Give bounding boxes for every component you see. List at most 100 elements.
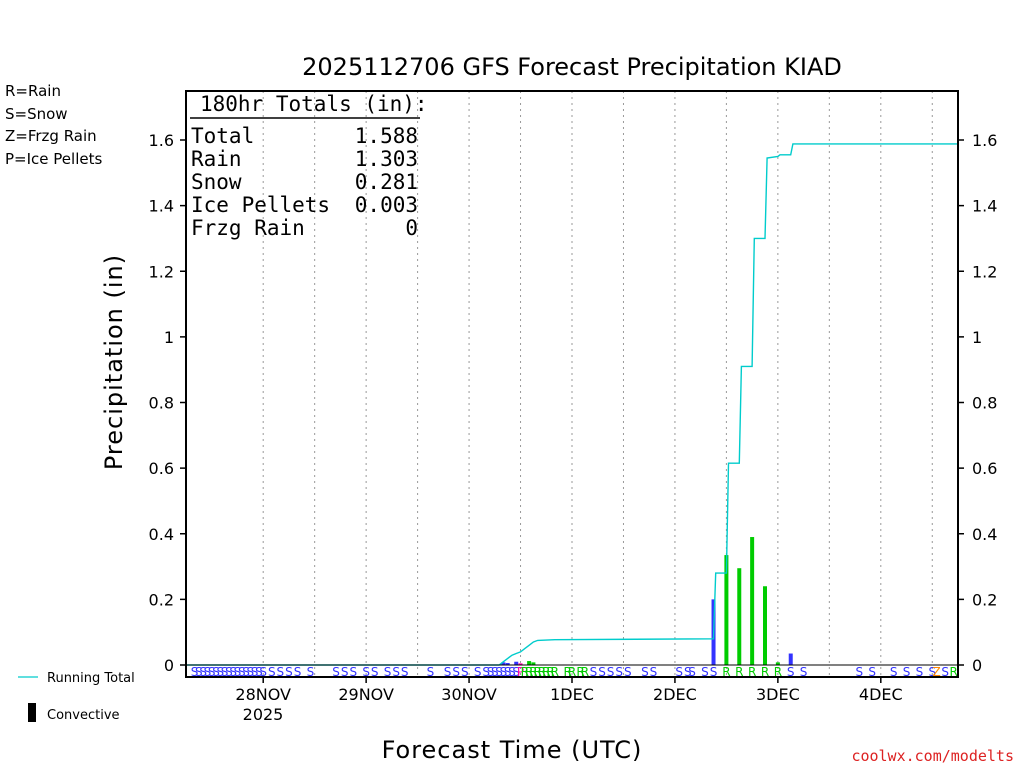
ptype-marker: S (362, 665, 370, 679)
ptype-marker: S (495, 665, 503, 679)
y-tick-label-left: 0.2 (149, 590, 174, 609)
totals-value-frzg-rain: 0 (405, 216, 418, 240)
totals-label-ice-pellets: Ice Pellets (191, 193, 330, 217)
ptype-marker: S (684, 665, 692, 679)
legend-snow: S=Snow (5, 105, 68, 123)
totals-value-ice-pellets: 0.003 (355, 193, 418, 217)
totals-label-frzg-rain: Frzg Rain (191, 216, 305, 240)
ptype-marker: S (868, 665, 876, 679)
ptype-marker: R (748, 665, 756, 679)
ptype-marker: S (504, 665, 512, 679)
ptype-marker: R (581, 665, 589, 679)
ptype-marker: R (525, 665, 533, 679)
y-tick-label-left: 1.6 (149, 131, 174, 150)
ptype-marker: S (285, 665, 293, 679)
y-ticks: 0 0 0.2 0.2 0.4 0.4 0.6 0.6 0.8 0.8 1 1 1.2 1.2 1.4 1.4… (149, 131, 998, 675)
ptype-marker: R (774, 665, 782, 679)
ptype-marker: S (941, 665, 949, 679)
y-tick-label-left: 1.2 (149, 262, 174, 281)
y-tick-label-right: 1.6 (972, 131, 997, 150)
ptype-marker: R (551, 665, 559, 679)
grid-lines (262, 91, 933, 677)
ptype-marker: S (615, 665, 623, 679)
x-tick-label: 3DEC (756, 685, 800, 704)
ptype-marker: S (598, 665, 606, 679)
totals-header: 180hr Totals (in): (200, 92, 428, 116)
ptype-marker: S (500, 665, 508, 679)
y-tick-label-left: 1 (164, 328, 174, 347)
ptype-marker: R (542, 665, 550, 679)
totals-label-rain: Rain (191, 147, 242, 171)
x-tick-label: 28NOV (235, 685, 291, 704)
ptype-marker: S (710, 665, 718, 679)
ptype-legend: R=Rain S=Snow Z=Frzg Rain P=Ice Pellets (5, 82, 102, 168)
ptype-marker: S (928, 665, 936, 679)
ptype-marker: S (191, 665, 199, 679)
ptype-marker: S (294, 665, 302, 679)
chart-title: 2025112706 GFS Forecast Precipitation KI… (302, 53, 842, 81)
precip-bar-rain (724, 555, 729, 665)
ptype-marker: S (208, 665, 216, 679)
series-legend: Running Total Convective (18, 671, 135, 723)
watermark: coolwx.com/modelts (851, 747, 1014, 765)
ptype-marker: S (512, 665, 520, 679)
totals-label-snow: Snow (191, 170, 242, 194)
ptype-marker: S (916, 665, 924, 679)
totals-box: 180hr Totals (in): Total 1.588 Rain 1.30… (190, 92, 428, 240)
y-tick-label-right: 0.2 (972, 590, 997, 609)
y-tick-label-right: 0 (972, 656, 982, 675)
ptype-marker: S (701, 665, 709, 679)
precip-bar-snow (514, 661, 519, 665)
ptype-marker: S (800, 665, 808, 679)
ptype-marker: S (259, 665, 267, 679)
ptype-marker: S (482, 665, 490, 679)
ptype-marker: R (735, 665, 743, 679)
ptype-marker: S (212, 665, 220, 679)
ptype-marker: S (268, 665, 276, 679)
y-tick-label-right: 1.4 (972, 197, 997, 216)
ptype-marker: S (221, 665, 229, 679)
ptype-marker: S (461, 665, 469, 679)
precip-bar-rain (527, 661, 532, 665)
precip-bar-snow (501, 662, 506, 665)
ptype-marker: S (199, 665, 207, 679)
ptype-marker: S (371, 665, 379, 679)
ptype-marker: R (761, 665, 769, 679)
y-axis-title: Precipitation (in) (100, 254, 128, 470)
totals-label-total: Total (191, 124, 254, 148)
ptype-marker: S (277, 665, 285, 679)
precip-bar-rain (775, 662, 780, 665)
y-tick-label-right: 0.8 (972, 394, 997, 413)
ptype-marker: S (349, 665, 357, 679)
ptype-marker: S (856, 665, 864, 679)
ptype-marker: S (675, 665, 683, 679)
precip-bar-rain (763, 586, 767, 665)
precip-bar-rain (737, 568, 742, 665)
year-label: 2025 (243, 705, 284, 724)
ptype-marker: S (624, 665, 632, 679)
ptype-marker: R (950, 665, 958, 679)
convective-label: Convective (47, 708, 120, 723)
ptype-marker: S (242, 665, 250, 679)
y-tick-label-left: 1.4 (149, 197, 174, 216)
ptype-marker: S (341, 665, 349, 679)
ptype-marker: S (251, 665, 259, 679)
ptype-marker: R (564, 665, 572, 679)
ptype-marker: S (204, 665, 212, 679)
ptype-marker: S (650, 665, 658, 679)
ptype-marker: R (521, 665, 529, 679)
x-tick-label: 30NOV (441, 685, 497, 704)
x-ticks: 28NOV 29NOV 30NOV 1DEC 2DEC 3DEC 4DEC (235, 677, 903, 704)
ptype-marker: S (491, 665, 499, 679)
ptype-marker: R (576, 665, 584, 679)
ptype-marker: S (216, 665, 224, 679)
totals-value-rain: 1.303 (355, 147, 418, 171)
ptype-marker: R (722, 665, 730, 679)
ptype-marker: S (427, 665, 435, 679)
y-tick-label-left: 0 (164, 656, 174, 675)
precip-bar-ice_pellets (518, 663, 523, 665)
ptype-marker: S (890, 665, 898, 679)
x-tick-label: 1DEC (550, 685, 594, 704)
y-tick-label-left: 0.8 (149, 394, 174, 413)
